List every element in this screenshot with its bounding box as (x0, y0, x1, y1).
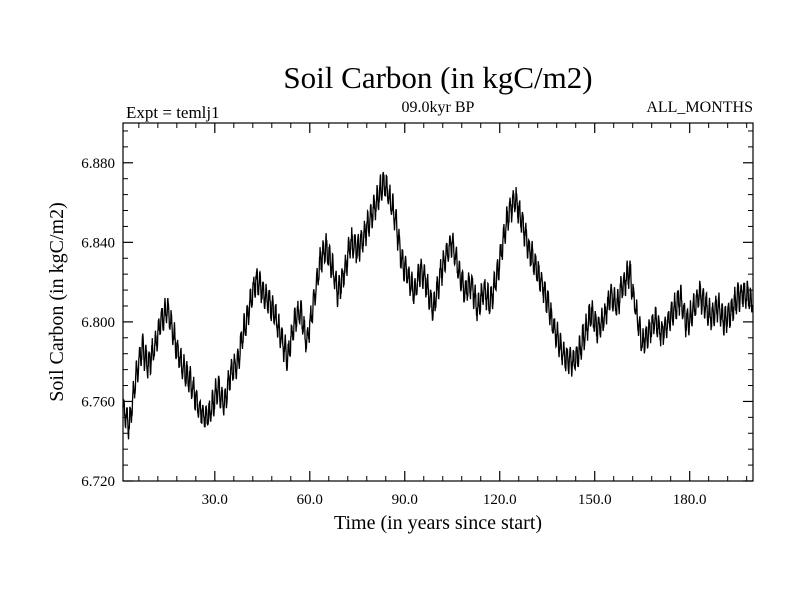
x-tick-label: 180.0 (673, 492, 707, 508)
y-axis-tick-labels: 6.720 6.760 6.800 6.840 6.880 (81, 156, 115, 490)
time-period-label: 09.0kyr BP (401, 99, 475, 116)
plot-frame (122, 122, 754, 482)
x-tick-label: 120.0 (483, 492, 517, 508)
y-tick-label: 6.760 (81, 394, 115, 410)
experiment-label: Expt = temlj1 (126, 103, 220, 122)
months-label: ALL_MONTHS (646, 99, 753, 116)
x-tick-label: 30.0 (202, 492, 228, 508)
y-tick-label: 6.880 (81, 156, 115, 172)
y-axis-ticks (123, 130, 753, 482)
x-axis-tick-labels: 30.0 60.0 90.0 120.0 150.0 180.0 (202, 492, 707, 508)
x-tick-label: 150.0 (578, 492, 612, 508)
y-tick-label: 6.720 (81, 474, 115, 490)
x-axis-ticks (138, 123, 748, 481)
y-axis-label: Soil Carbon (in kgC/m2) (46, 202, 68, 401)
y-tick-label: 6.840 (81, 235, 115, 251)
x-axis-label: Time (in years since start) (334, 512, 542, 534)
series-line-soil-carbon (122, 171, 754, 440)
x-tick-label: 60.0 (297, 492, 323, 508)
y-tick-label: 6.800 (81, 315, 115, 331)
x-tick-label: 90.0 (392, 492, 418, 508)
chart-title: Soil Carbon (in kgC/m2) (283, 60, 593, 95)
